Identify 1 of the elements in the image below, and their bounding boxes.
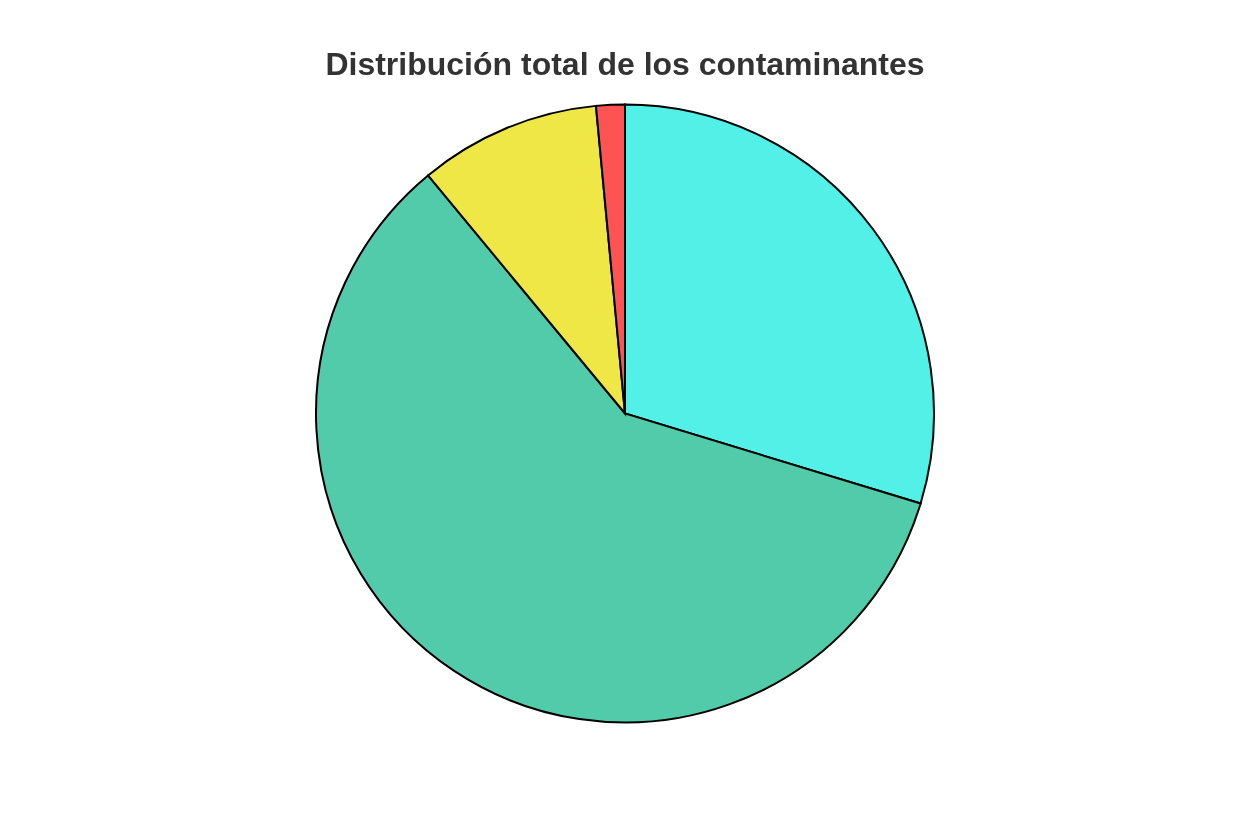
chart-title: Distribución total de los contaminantes xyxy=(325,46,925,82)
